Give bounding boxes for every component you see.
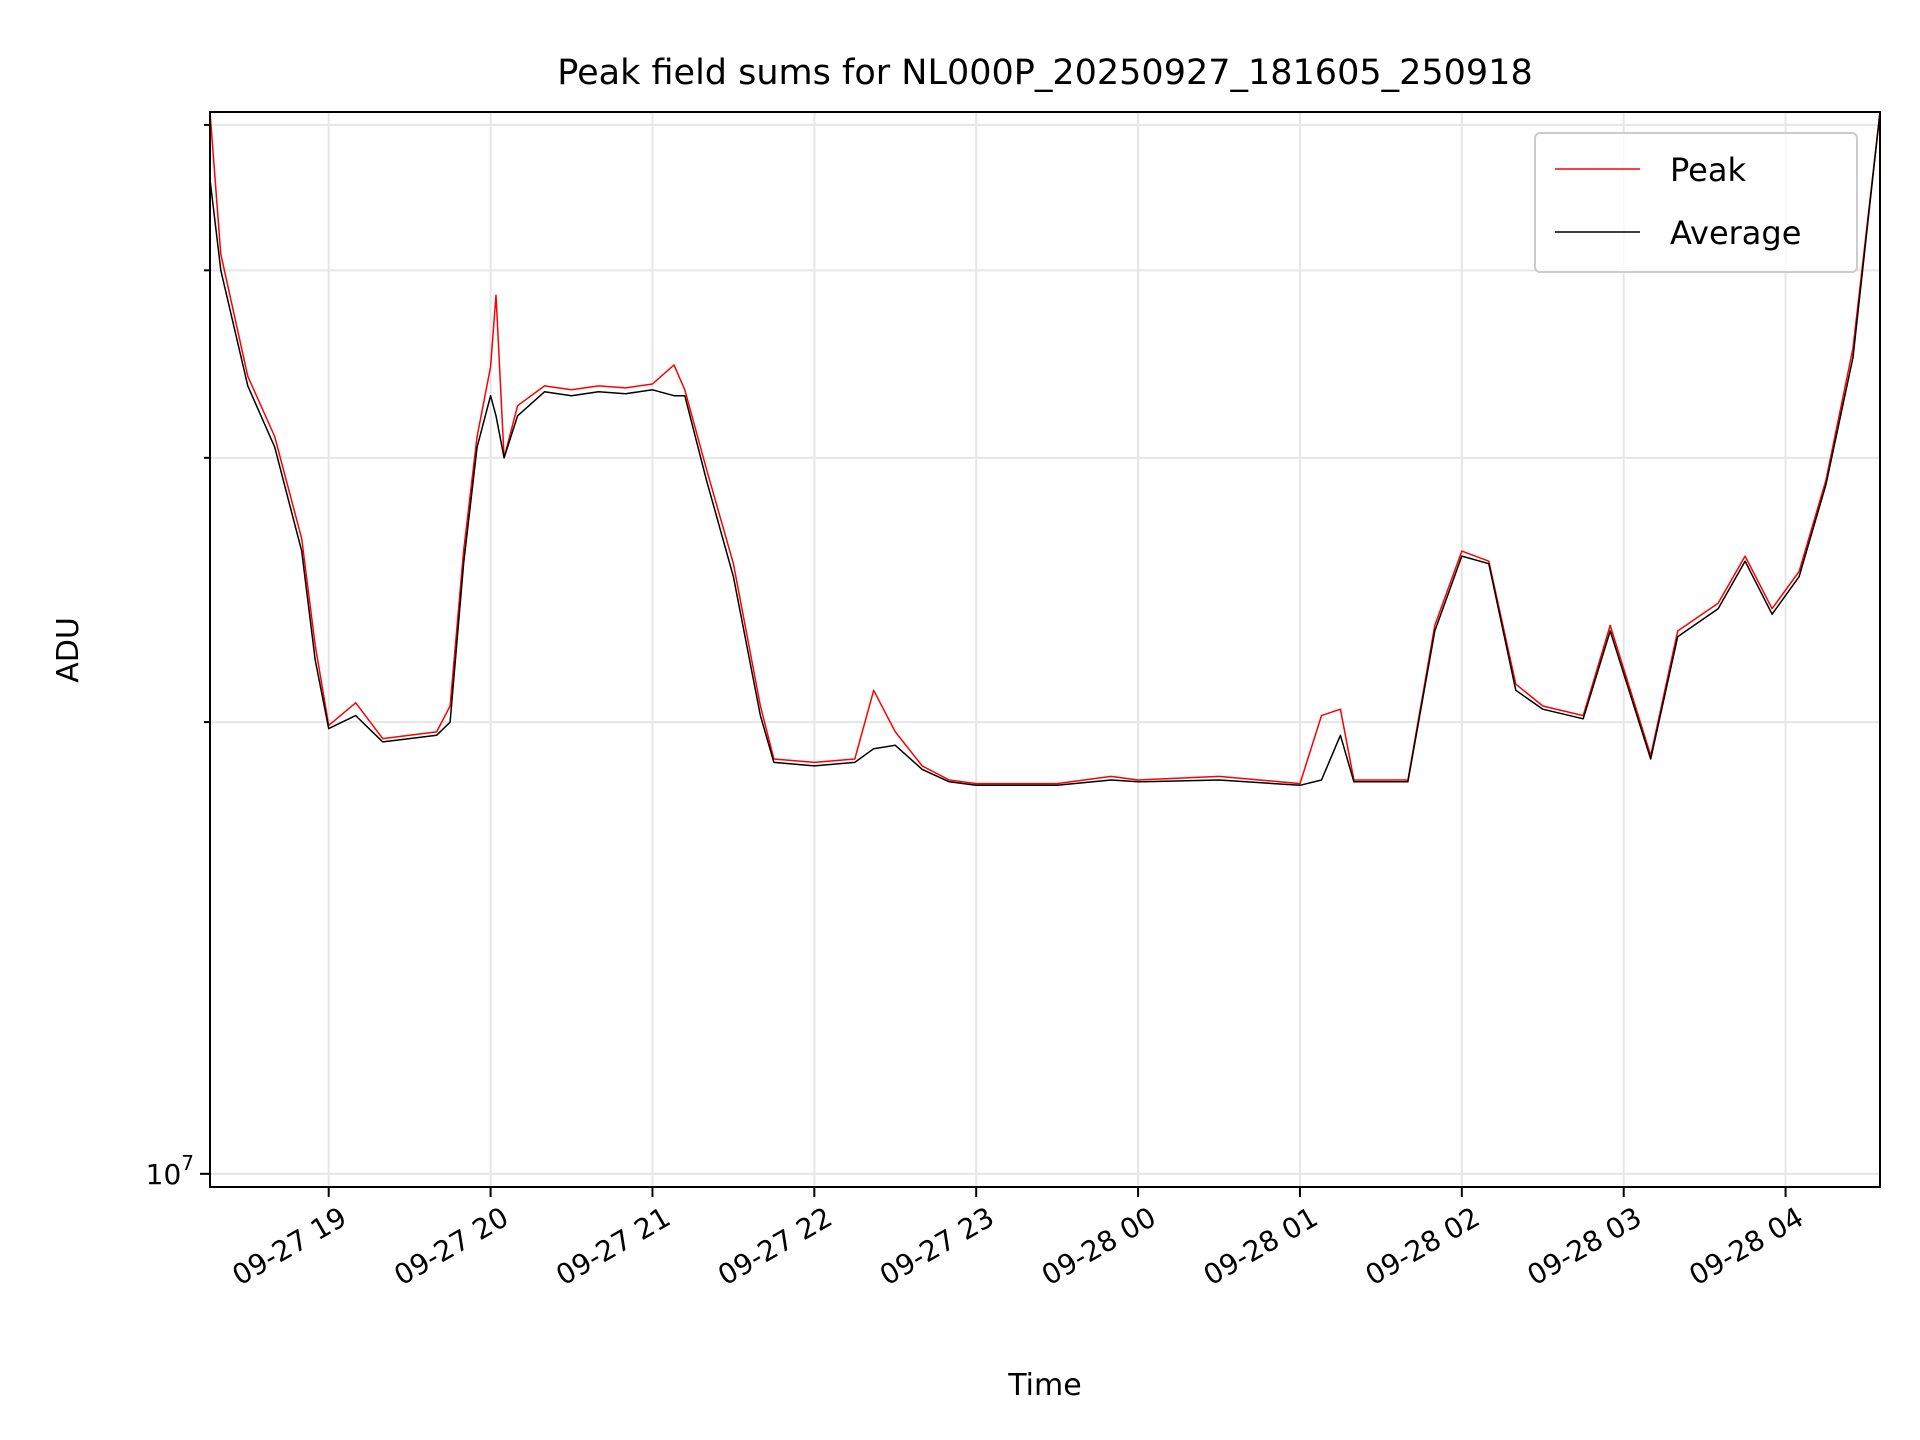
- legend-label-peak: Peak: [1670, 151, 1746, 189]
- series-line-average: [209, 111, 1881, 787]
- plot-frame: [209, 111, 1881, 1188]
- y-tick-exponent: 7: [181, 1151, 194, 1175]
- x-axis-label: Time: [1007, 1368, 1081, 1403]
- series-line-peak: [209, 111, 1881, 785]
- legend-frame: [1534, 132, 1858, 273]
- legend-label-average: Average: [1670, 214, 1801, 252]
- y-axis: 107: [146, 123, 210, 1191]
- chart-title: Peak field sums for NL000P_20250927_1816…: [557, 53, 1532, 93]
- y-tick-label: 107: [146, 1151, 194, 1191]
- grid: [210, 112, 1880, 1187]
- legend: Peak Average: [1534, 132, 1858, 273]
- y-axis-label: ADU: [51, 617, 86, 683]
- plot-area: [209, 111, 1881, 787]
- y-tick-mantissa: 10: [146, 1158, 182, 1191]
